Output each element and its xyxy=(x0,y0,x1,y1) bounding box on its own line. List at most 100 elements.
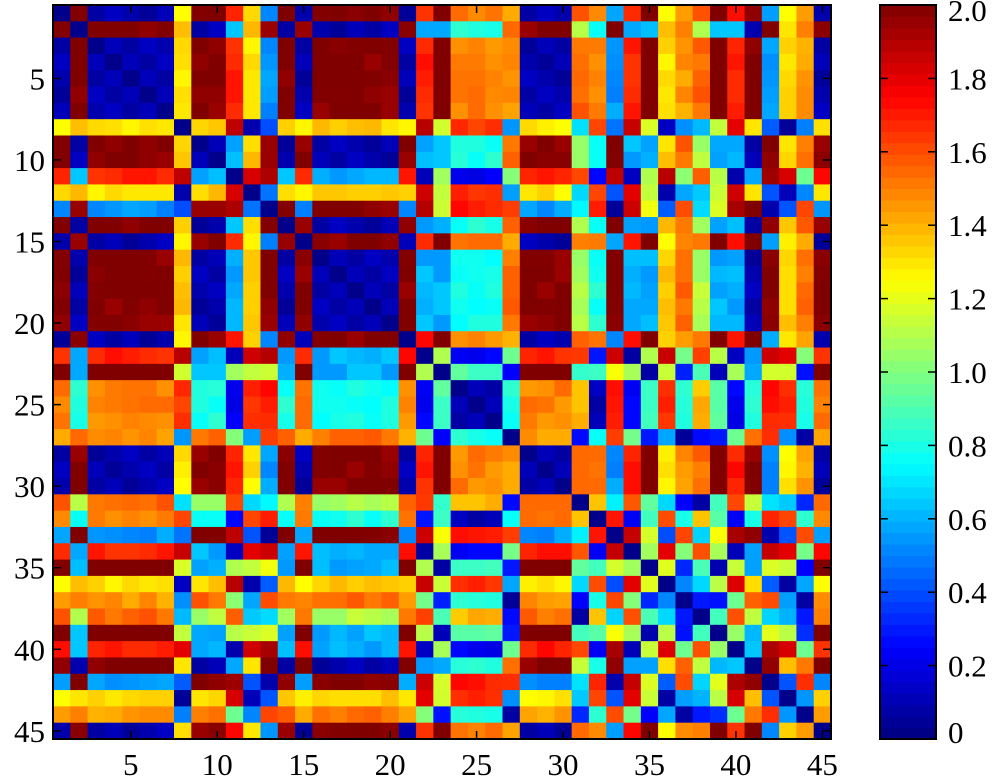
heatmap-cell xyxy=(658,673,676,691)
heatmap-cell xyxy=(623,249,642,267)
heatmap-cell xyxy=(191,478,210,495)
heatmap-cell xyxy=(53,396,71,414)
heatmap-cell xyxy=(398,445,417,463)
heatmap-cell xyxy=(156,510,175,528)
heatmap-cell xyxy=(329,217,348,234)
heatmap-cell xyxy=(295,608,313,626)
heatmap-cell xyxy=(658,200,676,218)
heatmap-cell xyxy=(485,706,504,724)
heatmap-cell xyxy=(381,5,400,22)
heatmap-cell xyxy=(554,298,573,316)
heatmap-cell xyxy=(606,217,625,234)
heatmap-cell xyxy=(277,494,296,512)
heatmap-cell xyxy=(537,412,555,430)
heatmap-cell xyxy=(346,396,365,414)
heatmap-cell xyxy=(416,559,434,577)
heatmap-cell xyxy=(398,363,417,381)
colorbar-segment xyxy=(880,394,936,408)
heatmap-cell xyxy=(122,314,141,332)
colorbar-segment xyxy=(880,406,936,419)
heatmap-cell xyxy=(225,608,244,626)
heatmap-cell xyxy=(727,37,746,55)
colorbar-segment xyxy=(880,222,936,235)
heatmap-cell xyxy=(502,543,521,561)
heatmap-cell xyxy=(588,265,607,283)
heatmap-cell xyxy=(364,478,383,495)
heatmap-cell xyxy=(329,53,348,71)
heatmap-cell xyxy=(364,396,383,414)
heatmap-cell xyxy=(779,135,798,153)
heatmap-cell xyxy=(779,184,798,202)
heatmap-cell xyxy=(225,135,244,153)
heatmap-cell xyxy=(277,722,296,740)
heatmap-cell xyxy=(260,673,279,691)
heatmap-cell xyxy=(156,265,175,283)
heatmap-cell xyxy=(295,282,313,300)
heatmap-cell xyxy=(191,200,210,218)
heatmap-cell xyxy=(122,298,141,316)
colorbar-segment xyxy=(880,188,936,201)
heatmap-cell xyxy=(433,396,452,414)
heatmap-cell xyxy=(623,478,642,495)
heatmap-cell xyxy=(174,412,192,430)
heatmap-cell xyxy=(208,347,227,365)
heatmap-cell xyxy=(537,690,555,707)
heatmap-cell xyxy=(744,135,763,153)
heatmap-cell xyxy=(416,298,434,316)
heatmap-cell xyxy=(346,200,365,218)
x-tick-label: 15 xyxy=(288,747,319,782)
heatmap-cell xyxy=(433,494,452,512)
heatmap-cell xyxy=(640,412,659,430)
heatmap-cell xyxy=(813,86,832,104)
heatmap-cell xyxy=(104,119,123,137)
heatmap-cell xyxy=(416,575,434,593)
y-tick-label: 25 xyxy=(14,388,45,423)
heatmap-cell xyxy=(537,575,555,593)
heatmap-cell xyxy=(727,249,746,267)
colorbar-tick-label: 1.8 xyxy=(948,61,987,96)
heatmap-cell xyxy=(796,70,815,88)
heatmap-cell xyxy=(502,429,521,446)
heatmap-cell xyxy=(243,722,262,740)
heatmap-cell xyxy=(796,265,815,283)
heatmap-cell xyxy=(485,102,504,120)
heatmap-cell xyxy=(346,722,365,740)
heatmap-cell xyxy=(761,233,780,251)
heatmap-cell xyxy=(640,314,659,332)
heatmap-cell xyxy=(312,363,331,381)
heatmap-cell xyxy=(381,53,400,71)
heatmap-cell xyxy=(744,673,763,691)
colorbar-tick-label: 1.0 xyxy=(948,355,987,390)
heatmap-cell xyxy=(727,543,746,561)
heatmap-cell xyxy=(53,53,71,71)
heatmap-cell xyxy=(156,690,175,707)
heatmap-cell xyxy=(295,478,313,495)
heatmap-cell xyxy=(381,217,400,234)
heatmap-cell xyxy=(208,575,227,593)
heatmap-cell xyxy=(519,53,538,71)
heatmap-cell xyxy=(191,396,210,414)
heatmap-cell xyxy=(381,543,400,561)
heatmap-cell xyxy=(744,624,763,642)
heatmap-cell xyxy=(104,575,123,593)
heatmap-cell xyxy=(727,331,746,349)
heatmap-cell xyxy=(450,200,469,218)
heatmap-cell xyxy=(537,510,555,528)
heatmap-cell xyxy=(243,102,262,120)
heatmap-cell xyxy=(796,200,815,218)
y-tick-label: 40 xyxy=(14,632,45,667)
heatmap-cell xyxy=(277,282,296,300)
heatmap-cell xyxy=(346,526,365,544)
heatmap-cell xyxy=(277,429,296,446)
heatmap-cell xyxy=(450,592,469,610)
heatmap-cell xyxy=(813,135,832,153)
heatmap-cell xyxy=(416,135,434,153)
heatmap-cell xyxy=(658,168,676,186)
heatmap-cell xyxy=(796,331,815,349)
heatmap-cell xyxy=(813,37,832,55)
heatmap-cell xyxy=(156,608,175,626)
heatmap-cell xyxy=(329,249,348,267)
heatmap-cell xyxy=(467,151,486,169)
heatmap-cell xyxy=(364,641,383,659)
heatmap-cell xyxy=(346,168,365,186)
